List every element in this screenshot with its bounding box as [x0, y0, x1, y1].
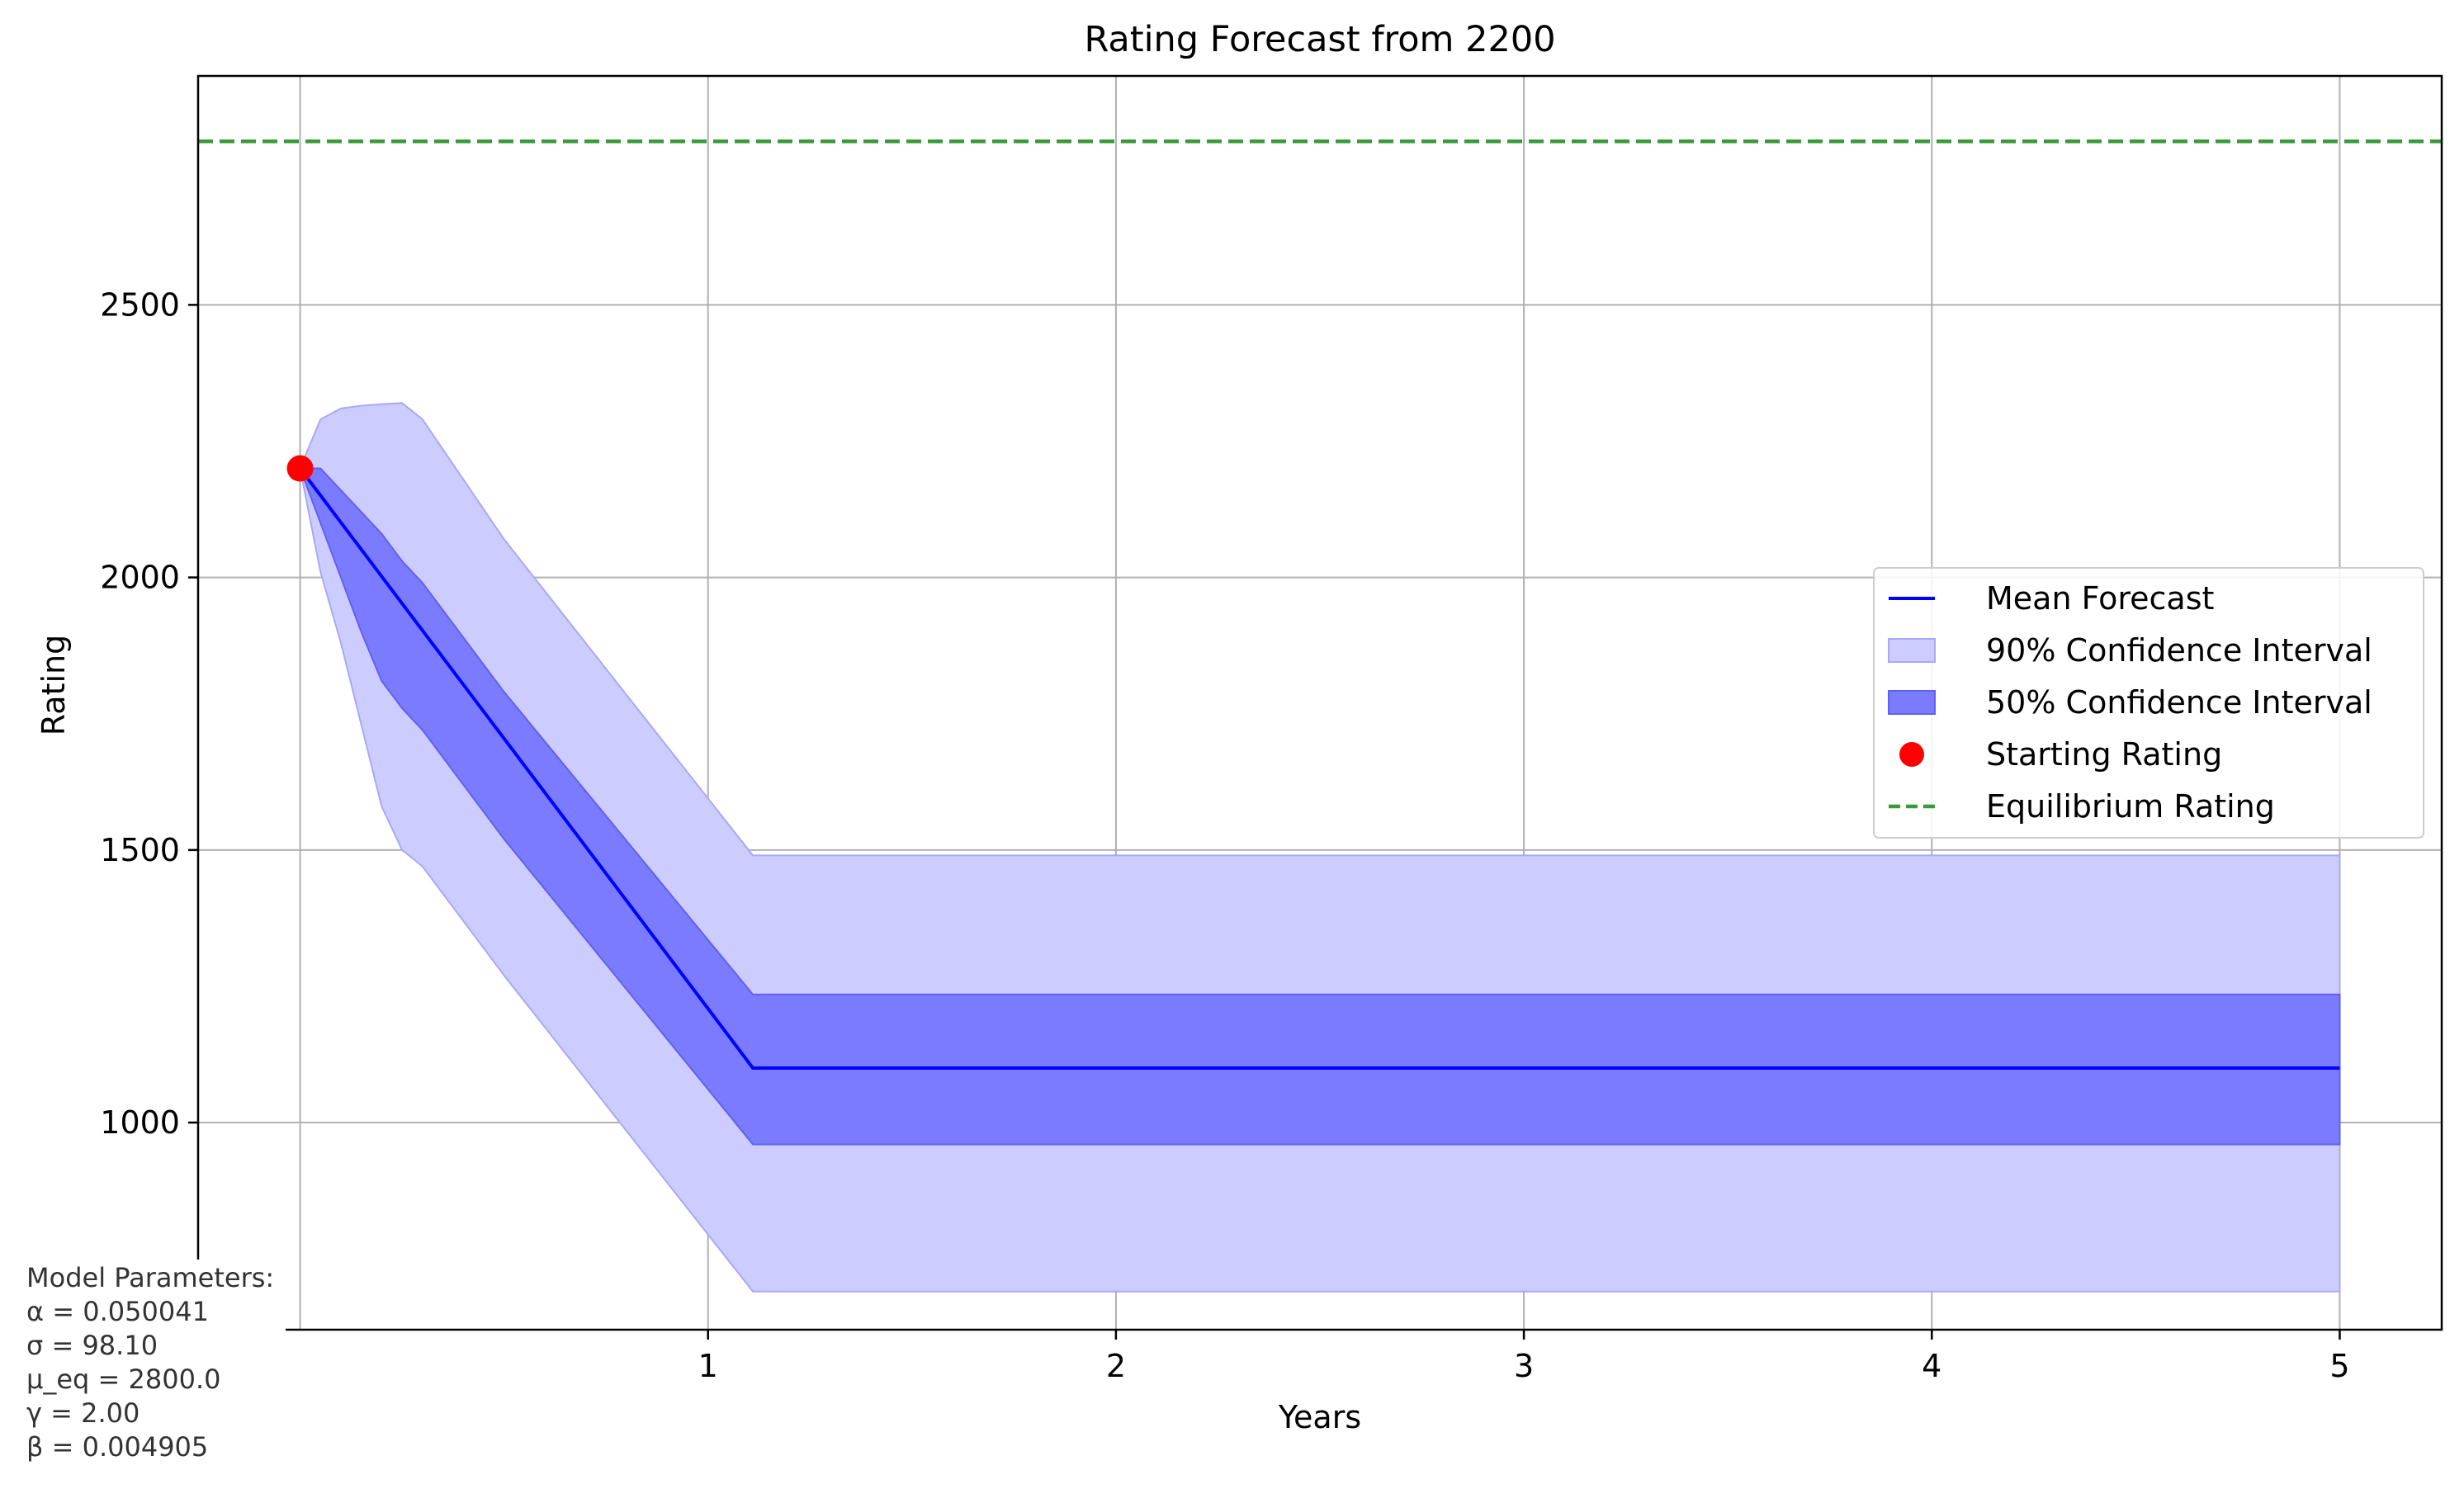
mean-forecast-line: [298, 467, 2340, 1070]
legend-handle-starting-rating: [1899, 742, 1924, 767]
legend-handle-50-confidence-interval: [1888, 690, 1936, 715]
mu-eq-parameter: μ_eq = 2800.0: [26, 1364, 221, 1395]
sigma-parameter: σ = 98.10: [26, 1330, 158, 1361]
alpha-parameter: α = 0.050041: [26, 1296, 209, 1327]
beta-parameter: β = 0.004905: [26, 1431, 209, 1463]
x-tick-label: 2: [1106, 1348, 1126, 1384]
x-tick-label: 4: [1922, 1348, 1941, 1384]
y-tick-label: 2500: [100, 286, 180, 323]
y-tick-label: 1500: [100, 832, 180, 868]
x-tick-label: 1: [698, 1348, 718, 1384]
y-tick-label: 1000: [100, 1104, 180, 1141]
y-axis-label: Rating: [35, 635, 72, 736]
legend-label-starting-rating: Starting Rating: [1986, 736, 2222, 773]
chart-title: Rating Forecast from 2200: [1084, 19, 1555, 60]
model-parameters-heading: Model Parameters:: [26, 1262, 275, 1293]
legend-box: [1873, 567, 2424, 839]
legend-handle-90-confidence-interval: [1888, 638, 1936, 663]
plot-frame: [196, 74, 2443, 1331]
legend-label-mean-forecast: Mean Forecast: [1986, 580, 2214, 617]
confidence-bands: [299, 402, 2341, 1293]
gamma-parameter: γ = 2.00: [26, 1397, 140, 1429]
model-parameters-box: Model Parameters: α = 0.050041 σ = 98.10…: [23, 1260, 286, 1466]
legend-label-50-confidence-interval: 50% Confidence Interval: [1986, 684, 2372, 721]
x-tick-label: 3: [1514, 1348, 1534, 1384]
series-points: [286, 455, 314, 482]
starting-rating-point: [286, 455, 314, 482]
series-lines: [198, 139, 2442, 1070]
legend-label-90-confidence-interval: 90% Confidence Interval: [1986, 632, 2372, 669]
legend: Mean Forecast 90% Confidence Interval 50% …: [1873, 567, 2424, 839]
x-axis-label: Years: [1278, 1399, 1361, 1435]
legend-label-equilibrium-rating: Equilibrium Rating: [1986, 788, 2275, 825]
axis-ticks: 1 2 3 4 5 1000 1500 2000 2500: [100, 286, 2349, 1384]
x-tick-label: 5: [2329, 1348, 2349, 1384]
y-tick-label: 2000: [100, 560, 180, 596]
